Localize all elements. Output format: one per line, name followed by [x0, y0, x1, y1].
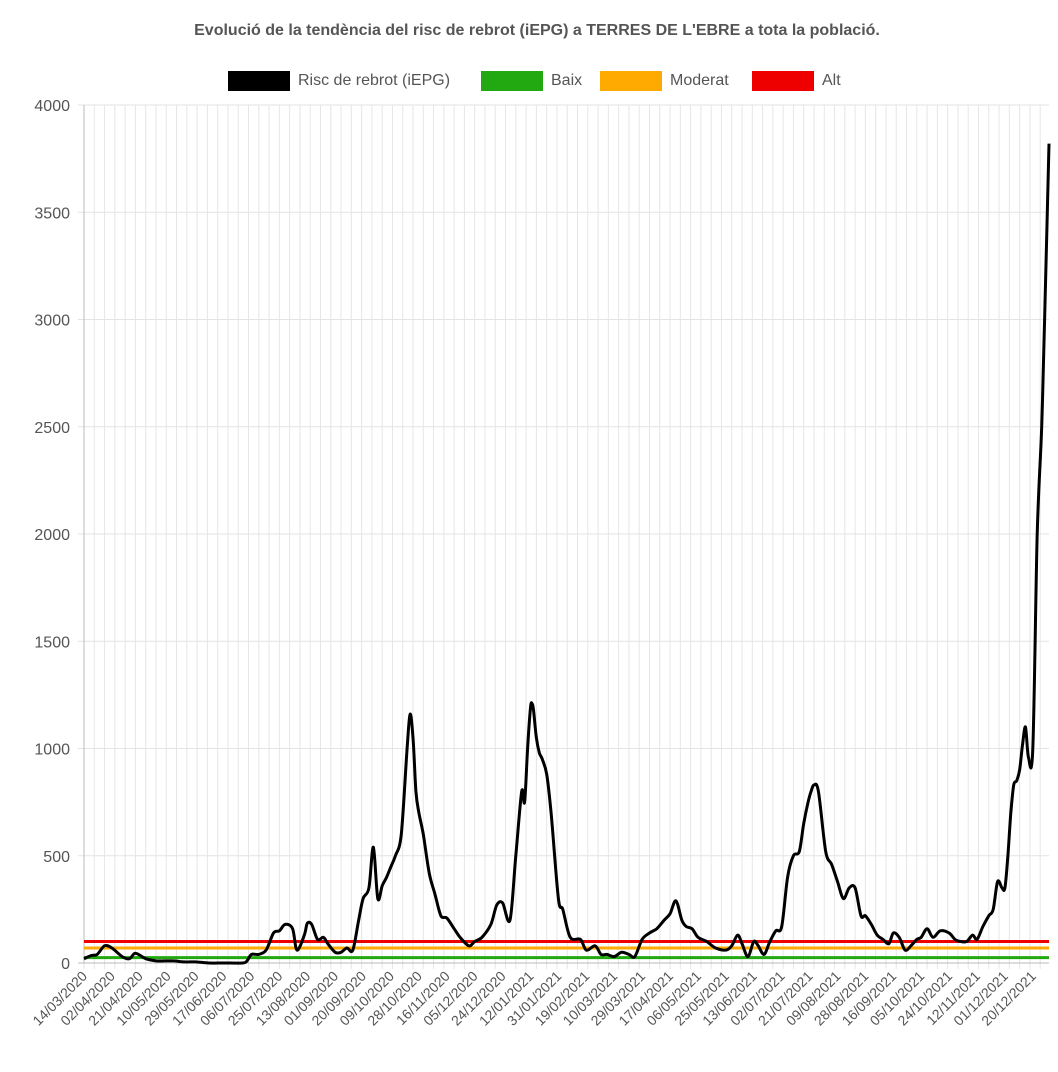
y-tick-label: 500 — [43, 849, 70, 866]
legend-label-iepg: Risc de rebrot (iEPG) — [298, 72, 451, 89]
legend-swatch-baix — [481, 71, 543, 91]
y-tick-label: 2000 — [34, 527, 70, 544]
y-tick-label: 3000 — [34, 313, 70, 330]
legend: Risc de rebrot (iEPG) Baix Moderat Alt — [0, 70, 1058, 92]
y-tick-label: 3500 — [34, 205, 70, 222]
legend-swatch-alt — [752, 71, 814, 91]
y-tick-label: 1000 — [34, 742, 70, 759]
series-line-iepg — [83, 143, 1051, 965]
y-tick-label: 1500 — [34, 634, 70, 651]
y-tick-label: 4000 — [34, 98, 70, 115]
y-tick-label: 0 — [61, 956, 70, 973]
legend-swatch-moderat — [600, 71, 662, 91]
legend-label-baix: Baix — [551, 72, 583, 89]
legend-label-alt: Alt — [822, 72, 841, 89]
legend-item-alt[interactable]: Alt — [752, 70, 841, 92]
legend-item-iepg[interactable]: Risc de rebrot (iEPG) — [228, 70, 450, 92]
legend-label-moderat: Moderat — [670, 72, 729, 89]
chart-title: Evolució de la tendència del risc de reb… — [194, 22, 880, 39]
legend-swatch-iepg — [228, 71, 290, 91]
legend-item-moderat[interactable]: Moderat — [600, 70, 729, 92]
y-tick-label: 2500 — [34, 420, 70, 437]
legend-item-baix[interactable]: Baix — [481, 70, 582, 92]
